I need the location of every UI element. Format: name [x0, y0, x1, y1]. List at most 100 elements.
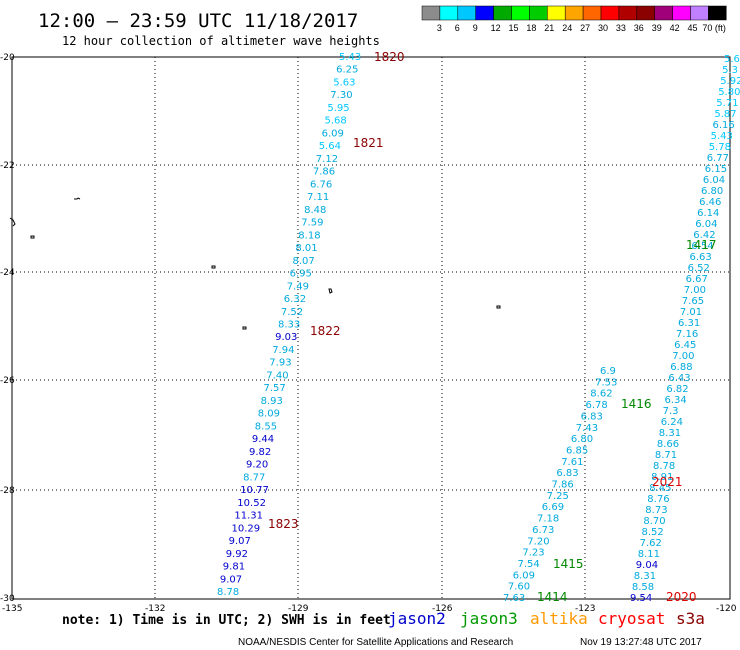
map-subtitle: 12 hour collection of altimeter wave hei… — [62, 34, 380, 48]
jason3-wave-height: 6.83 — [556, 468, 578, 479]
colorbar-tick-label: 18 — [526, 23, 536, 33]
jason3-wave-height: 6.24 — [661, 417, 683, 428]
island-mark — [74, 197, 81, 200]
s3a-wave-height: 6.76 — [310, 179, 332, 190]
credit-text: NOAA/NESDIS Center for Satellite Applica… — [238, 637, 513, 648]
jason3-wave-height: 6.15 — [705, 164, 727, 175]
jason3-wave-height: 7.25 — [547, 491, 569, 502]
jason3-wave-height: 8.76 — [647, 494, 669, 505]
s3a-wave-height: 9.92 — [226, 549, 248, 560]
jason3-wave-height: 9.54 — [630, 593, 652, 604]
jason3-wave-height: 6.14 — [697, 208, 719, 219]
colorbar-tick-label: 42 — [670, 23, 680, 33]
colorbar-swatch — [439, 5, 459, 21]
jason3-wave-height: 6.46 — [699, 197, 721, 208]
s3a-wave-height: 6.09 — [322, 128, 344, 139]
jason3-wave-height: 7.63 — [503, 593, 525, 604]
jason3-wave-height: 7.3 — [663, 406, 679, 417]
s3a-wave-height: 7.93 — [269, 358, 291, 369]
jason3-wave-height: 6.85 — [566, 445, 588, 456]
jason3-wave-height: 6.82 — [666, 384, 688, 395]
jason3-wave-height: 6.63 — [690, 252, 712, 263]
jason3-wave-height: 8.66 — [657, 439, 679, 450]
note-text: note: 1) Time is in UTC; 2) SWH is in fe… — [62, 613, 391, 628]
lon-label-129: -129 — [288, 604, 309, 614]
s3a-wave-height: 10.52 — [237, 498, 266, 509]
s3a-wave-height: 8.77 — [243, 472, 265, 483]
s3a-wave-height: 7.57 — [264, 383, 286, 394]
island-marks — [9, 197, 501, 330]
jason3-wave-height: 6.69 — [542, 502, 564, 513]
colorbar-tick-label: 36 — [634, 23, 644, 33]
island-mark — [211, 265, 216, 269]
pass-label-2020: 2020 — [666, 590, 697, 604]
jason3-wave-height: 5.87 — [714, 109, 736, 120]
s3a-wave-height: 7.59 — [301, 218, 323, 229]
colorbar-tick-label: 12 — [491, 23, 501, 33]
jason3-wave-height: 8.71 — [655, 450, 677, 461]
legend-s3a: s3a — [676, 609, 705, 628]
s3a-wave-height: 7.40 — [266, 371, 288, 382]
pass-label-1823: 1823 — [268, 517, 299, 531]
colorbar-swatch — [582, 5, 602, 21]
colorbar-tick-label: 70 (ft) — [702, 23, 726, 33]
colorbar-swatch — [493, 5, 512, 21]
jason3-wave-height: 7.53 — [595, 377, 617, 388]
s3a-wave-height: 10.77 — [240, 485, 269, 496]
s3a-wave-height: 7.86 — [313, 167, 335, 178]
jason3-wave-height: 5.71 — [716, 98, 738, 109]
s3a-wave-height: 6.95 — [290, 269, 312, 280]
colorbar-tick-label: 9 — [473, 23, 478, 33]
jason3-wave-height: 7.01 — [680, 307, 702, 318]
lat-label-24: -24 — [0, 268, 15, 278]
s3a-wave-height: 7.49 — [287, 281, 309, 292]
s3a-wave-height: 6.25 — [336, 65, 358, 76]
jason3-wave-height: 6.04 — [703, 175, 725, 186]
s3a-wave-height: 9.82 — [249, 447, 271, 458]
island-mark — [9, 217, 16, 227]
jason3-wave-height: 8.31 — [659, 428, 681, 439]
colorbar-swatch — [564, 5, 584, 21]
lat-label-26: -26 — [0, 376, 15, 386]
jason3-wave-height: 7.23 — [522, 548, 544, 559]
legend-cryosat: cryosat — [598, 609, 665, 628]
s3a-wave-height: 8.33 — [278, 320, 300, 331]
jason3-wave-height: 8.62 — [590, 389, 612, 400]
jason3-wave-height: 8.11 — [638, 549, 660, 560]
colorbar-swatch — [672, 5, 691, 21]
colorbar-tick-label: 27 — [580, 23, 590, 33]
jason3-wave-height: 7.54 — [518, 559, 540, 570]
jason3-wave-height: 6.45 — [674, 340, 696, 351]
jason3-wave-height: 6.04 — [695, 219, 717, 230]
colorbar-swatch — [654, 5, 673, 21]
lat-label-20: -20 — [0, 53, 15, 63]
colorbar-tick-label: 6 — [455, 23, 460, 33]
colorbar-tick-label: 21 — [544, 23, 554, 33]
s3a-wave-height: 9.20 — [246, 460, 268, 471]
jason3-wave-height: 6.67 — [686, 274, 708, 285]
colorbar-tick-label: 33 — [616, 23, 626, 33]
lon-label-126: -126 — [432, 604, 453, 614]
jason3-wave-height: 7.60 — [508, 582, 530, 593]
jason3-wave-height: 6.83 — [581, 411, 603, 422]
jason3-wave-height: 7.61 — [561, 457, 583, 468]
jason3-wave-height: 5.3 — [722, 65, 738, 76]
timestamp-text: Nov 19 13:27:48 UTC 2017 — [580, 637, 702, 648]
s3a-wave-height: 6.32 — [284, 294, 306, 305]
jason3-wave-height: 6.77 — [707, 153, 729, 164]
colorbar-swatch — [511, 5, 530, 21]
colorbar-swatch — [547, 5, 566, 21]
lon-label-120: -120 — [716, 604, 737, 614]
jason3-wave-height: 7.86 — [552, 480, 574, 491]
color-scale-legend: 3 6 9 12 15 18 21 24 27 30 33 36 39 42 45 70 (ft) — [421, 5, 727, 33]
s3a-wave-height: 9.44 — [252, 434, 274, 445]
s3a-wave-height: 8.18 — [298, 230, 320, 241]
jason3-wave-height: 7.65 — [682, 296, 704, 307]
jason3-wave-height: 8.78 — [653, 461, 675, 472]
colorbar-tick-label: 15 — [509, 23, 519, 33]
s3a-wave-height: 7.12 — [316, 154, 338, 165]
jason3-wave-height: 6.31 — [678, 318, 700, 329]
pass-label-1821: 1821 — [353, 136, 384, 150]
jason3-wave-height: 8.73 — [645, 505, 667, 516]
s3a-wave-height: 9.07 — [220, 574, 242, 585]
